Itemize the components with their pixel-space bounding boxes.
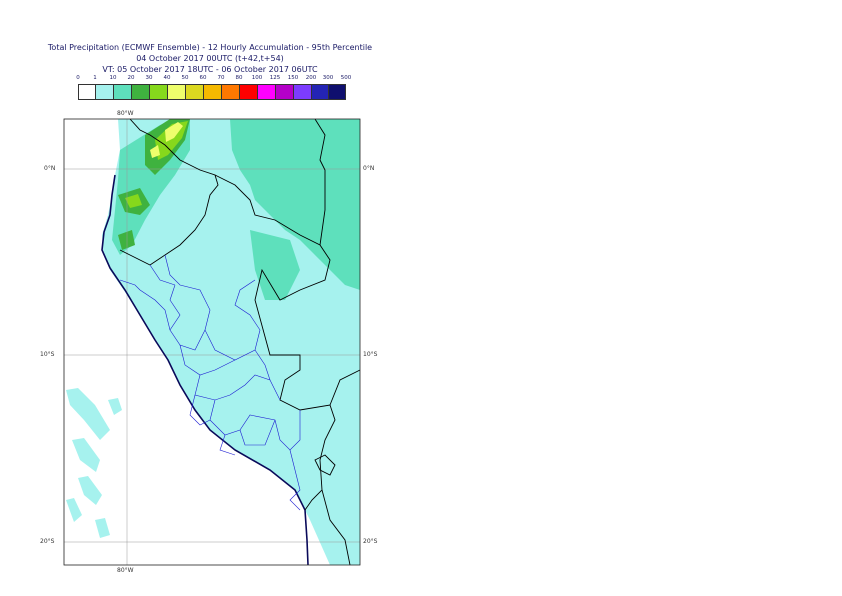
offshore-precip-streak <box>66 498 82 522</box>
map-frame <box>63 118 361 566</box>
heavy-precip-core <box>118 230 135 250</box>
legend-label: 40 <box>163 75 171 81</box>
moderate-precip-area <box>250 230 300 300</box>
legend-label: 50 <box>181 75 189 81</box>
lon-label-top: 80°W <box>117 110 134 117</box>
lat-label-right: 10°S <box>363 351 378 358</box>
validity-time-subtitle: VT: 05 October 2017 18UTC - 06 October 2… <box>102 65 318 74</box>
country-border <box>329 369 360 406</box>
offshore-precip-streak <box>78 476 102 505</box>
regional-boundaries <box>119 254 301 511</box>
legend-label: 100 <box>251 75 263 81</box>
legend-label: 500 <box>340 75 352 81</box>
offshore-precip-streak <box>72 438 100 472</box>
legend-label: 60 <box>199 75 207 81</box>
offshore-precip-streak <box>95 518 110 538</box>
country-border <box>314 119 326 246</box>
legend-label: 80 <box>235 75 243 81</box>
legend-label: 1 <box>93 75 97 81</box>
legend-label: 30 <box>145 75 153 81</box>
very-heavy-core <box>125 194 142 208</box>
offshore-precip-streak <box>108 398 122 415</box>
legend-swatch-300-500 <box>328 84 346 100</box>
peak-core <box>150 145 160 158</box>
country-border <box>214 174 336 511</box>
legend-label: 0 <box>76 75 80 81</box>
legend-label: 200 <box>305 75 317 81</box>
legend-label: 70 <box>217 75 225 81</box>
lon-label-bottom: 80°W <box>117 567 134 574</box>
lat-label-right: 0°N <box>363 165 375 172</box>
lake <box>314 454 336 476</box>
coastline <box>101 174 309 565</box>
legend-label: 150 <box>287 75 299 81</box>
legend-label: 125 <box>269 75 281 81</box>
country-border <box>119 119 219 266</box>
lat-label-right: 20°S <box>363 538 378 545</box>
country-border <box>321 489 351 565</box>
very-heavy-core <box>155 121 188 160</box>
offshore-precip-streak <box>66 388 110 440</box>
chart-title: Total Precipitation (ECMWF Ensemble) - 1… <box>47 43 373 52</box>
legend-label: 300 <box>322 75 334 81</box>
legend-label: 10 <box>109 75 117 81</box>
moderate-precip-area <box>230 119 360 290</box>
legend-label: 20 <box>127 75 135 81</box>
lat-label-left: 10°S <box>40 351 55 358</box>
lat-label-left: 0°N <box>44 165 56 172</box>
lat-label-left: 20°S <box>40 538 55 545</box>
peak-core <box>165 122 183 142</box>
base-time-subtitle: 04 October 2017 00UTC (t+42,t+54) <box>136 54 284 63</box>
